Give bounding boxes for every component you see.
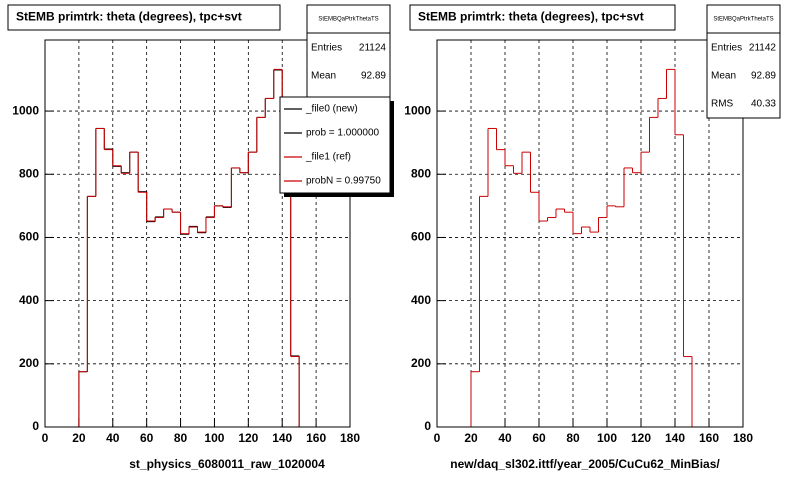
stats-value: 21142 — [749, 43, 777, 54]
x-tick-label: 160 — [699, 431, 719, 445]
y-tick-label: 800 — [411, 166, 431, 180]
x-tick-label: 60 — [532, 431, 546, 445]
plot-frame — [44, 39, 351, 428]
stats-label: Mean — [311, 71, 336, 82]
y-tick-label: 800 — [19, 166, 39, 180]
stats-value: 92.89 — [751, 71, 776, 82]
x-tick-label: 120 — [631, 431, 651, 445]
x-tick-label: 140 — [665, 431, 685, 445]
legend-items: _file0 (new) prob = 1.000000 _file1 (ref) p… — [284, 104, 381, 187]
stats-label: Entries — [711, 43, 742, 54]
legend-label: probN = 0.99750 — [306, 176, 381, 187]
x-tick-label: 140 — [272, 431, 292, 445]
stats-value: 21124 — [359, 43, 387, 54]
x-tick-label: 120 — [238, 431, 258, 445]
y-tick-label: 400 — [411, 293, 431, 307]
stats-box — [306, 4, 391, 101]
legend-label: prob = 1.000000 — [306, 128, 380, 139]
x-tick-label: 80 — [174, 431, 188, 445]
legend-label: _file0 (new) — [305, 104, 358, 115]
stats-value: 92.89 — [361, 71, 386, 82]
x-tick-label: 20 — [464, 431, 478, 445]
stats-label: Entries — [311, 43, 342, 54]
x-tick-label: 0 — [42, 431, 49, 445]
legend — [279, 96, 391, 194]
x-tick-label: 40 — [106, 431, 120, 445]
y-tick-label: 1000 — [12, 103, 39, 117]
stats-box — [706, 4, 781, 119]
x-tick-label: 100 — [597, 431, 617, 445]
x-tick-label: 80 — [566, 431, 580, 445]
x-tick-label: 160 — [306, 431, 326, 445]
x-axis-label: st_physics_6080011_raw_1020004 — [129, 457, 325, 471]
stats-label: Mean — [711, 71, 736, 82]
title-box — [409, 4, 676, 31]
stats-title: StEMBQaPtrkThetaTS — [713, 17, 773, 23]
y-tick-label: 200 — [19, 356, 39, 370]
y-tick-label: 0 — [32, 419, 39, 433]
y-tick-label: 600 — [411, 230, 431, 244]
legend-label: _file1 (ref) — [305, 152, 351, 163]
y-tick-label: 400 — [19, 293, 39, 307]
stats-value: 40.33 — [751, 99, 776, 110]
x-tick-label: 100 — [204, 431, 224, 445]
title-box — [7, 4, 281, 31]
y-tick-label: 0 — [424, 419, 431, 433]
x-tick-label: 20 — [72, 431, 86, 445]
x-tick-label: 180 — [733, 431, 753, 445]
x-tick-label: 40 — [498, 431, 512, 445]
x-tick-label: 180 — [340, 431, 360, 445]
y-tick-label: 200 — [411, 356, 431, 370]
plot-frame — [436, 39, 744, 428]
chart-title: StEMB primtrk: theta (degrees), tpc+svt — [418, 10, 644, 24]
x-axis-label: new/daq_sl302.ittf/year_2005/CuCu62_MinB… — [450, 457, 720, 471]
y-tick-label: 1000 — [404, 103, 431, 117]
x-tick-label: 60 — [140, 431, 154, 445]
chart-title: StEMB primtrk: theta (degrees), tpc+svt — [16, 10, 242, 24]
stats-title: StEMBQaPtrkThetaTS — [318, 17, 378, 23]
x-tick-label: 0 — [434, 431, 441, 445]
stats-label: RMS — [711, 99, 734, 110]
y-tick-label: 600 — [19, 230, 39, 244]
